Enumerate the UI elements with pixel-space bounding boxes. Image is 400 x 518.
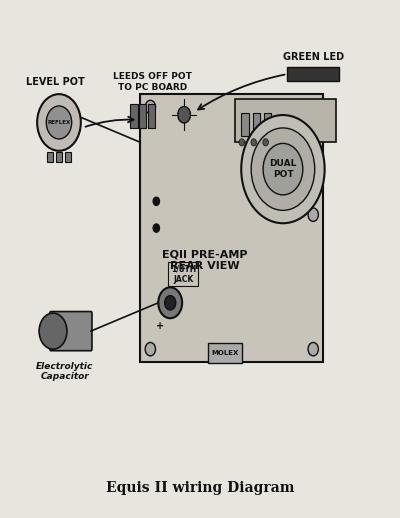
Circle shape [39, 313, 67, 349]
Circle shape [46, 106, 72, 139]
Bar [48, 152, 53, 162]
Bar [236, 99, 336, 142]
Bar [168, 262, 198, 286]
Bar [241, 113, 248, 136]
Circle shape [158, 287, 182, 318]
Bar [264, 113, 271, 136]
FancyBboxPatch shape [50, 311, 92, 351]
Text: REFLEX: REFLEX [47, 120, 71, 125]
Circle shape [145, 100, 156, 114]
Bar [139, 105, 146, 127]
Circle shape [308, 342, 318, 356]
Circle shape [153, 197, 160, 206]
Bar [56, 152, 62, 162]
Bar [252, 113, 260, 136]
Circle shape [153, 224, 160, 232]
Circle shape [239, 139, 244, 146]
Text: LEVEL POT: LEVEL POT [26, 77, 84, 88]
Bar [140, 94, 323, 362]
Bar [148, 105, 155, 127]
Bar [287, 67, 339, 81]
Circle shape [308, 100, 318, 114]
Text: 1/8TH
JACK: 1/8TH JACK [171, 264, 196, 284]
Text: MOLEX: MOLEX [211, 350, 238, 356]
Circle shape [263, 143, 303, 195]
Text: DUAL
POT: DUAL POT [269, 160, 297, 179]
Circle shape [251, 128, 315, 210]
Circle shape [145, 342, 156, 356]
Bar [208, 343, 242, 363]
Circle shape [251, 139, 256, 146]
Text: EQII PRE-AMP
REAR VIEW: EQII PRE-AMP REAR VIEW [162, 250, 247, 271]
Text: GREEN LED: GREEN LED [283, 52, 344, 62]
Circle shape [263, 139, 268, 146]
Circle shape [165, 296, 176, 310]
Circle shape [178, 107, 190, 123]
Text: +: + [156, 321, 164, 331]
Circle shape [241, 115, 325, 223]
Text: Electrolytic
Capacitor: Electrolytic Capacitor [36, 362, 94, 381]
Bar [65, 152, 70, 162]
Text: Equis II wiring Diagram: Equis II wiring Diagram [106, 481, 294, 495]
Bar [130, 105, 138, 127]
Circle shape [37, 94, 81, 151]
Circle shape [308, 208, 318, 221]
Text: LEEDS OFF POT
TO PC BOARD: LEEDS OFF POT TO PC BOARD [113, 72, 192, 92]
